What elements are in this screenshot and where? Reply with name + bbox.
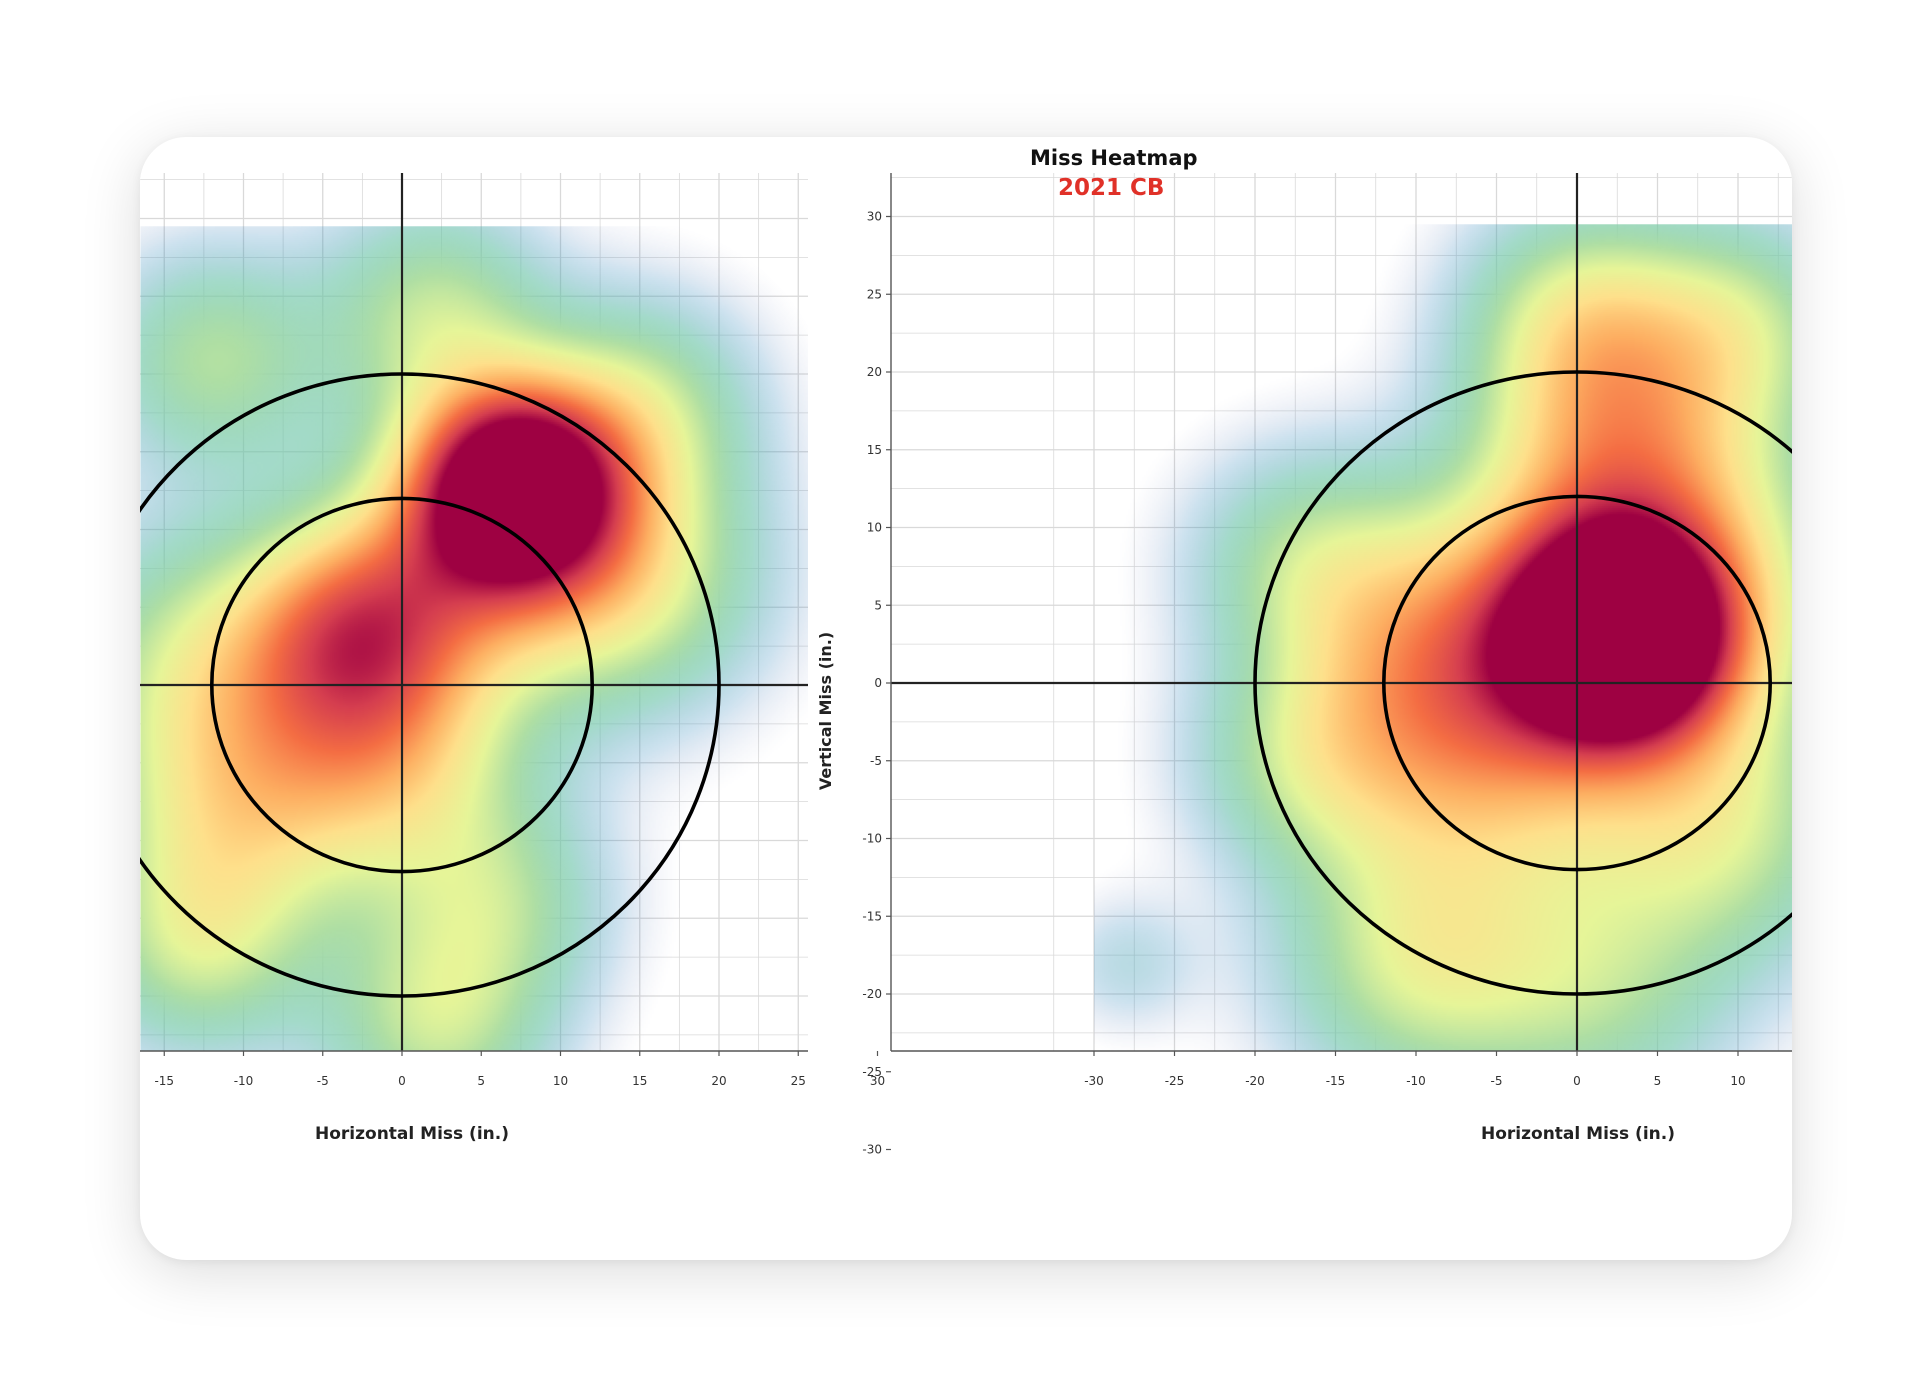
x-tick-label: -5	[1491, 1074, 1503, 1088]
y-tick-label: 25	[867, 287, 882, 301]
x-tick-label: -25	[1165, 1074, 1185, 1088]
y-tick-label: 30	[867, 210, 882, 224]
x-tick-label: -10	[1406, 1074, 1426, 1088]
left-heatmap-panel	[140, 173, 808, 1051]
x-tick-label: 20	[711, 1074, 726, 1088]
x-tick-label: -20	[1245, 1074, 1265, 1088]
right-axis-labels: -30 -25 -20 -15 -10 -5 0 5 10 Horizontal Miss (in…	[816, 173, 1792, 1157]
outer-ring	[140, 372, 721, 998]
x-tick-label: 30	[870, 1074, 885, 1088]
y-tick-label: 15	[867, 443, 882, 457]
inner-ring	[210, 496, 594, 874]
chart-canvas: -15 -10 -5 0 5 10 15 20 25 30 Horizontal Miss (in.…	[140, 173, 1792, 1157]
x-axis-title: Horizontal Miss (in.)	[1481, 1124, 1675, 1144]
y-tick-label: 5	[874, 598, 882, 612]
density-layer	[1094, 224, 1792, 1051]
x-tick-label: 10	[553, 1074, 568, 1088]
x-tick-label: 15	[632, 1074, 647, 1088]
inner-ring	[1382, 494, 1773, 872]
chart-card: -15 -10 -5 0 5 10 15 20 25 30 Horizontal Miss (in.…	[140, 137, 1792, 1260]
chart-title: Miss Heatmap	[1030, 146, 1198, 170]
right-heatmap-panel	[891, 173, 1792, 1051]
y-tick-label: -25	[862, 1065, 882, 1079]
x-tick-label: 5	[477, 1074, 485, 1088]
y-tick-label: 20	[867, 365, 882, 379]
outer-ring	[1253, 370, 1792, 996]
y-tick-label: -10	[862, 832, 882, 846]
y-tick-label: -30	[862, 1143, 882, 1157]
y-tick-label: -20	[862, 987, 882, 1001]
density-layer	[140, 226, 808, 1051]
y-tick-label: -15	[862, 909, 882, 923]
x-tick-label: -5	[317, 1074, 329, 1088]
y-tick-label: 0	[874, 676, 882, 690]
x-tick-label: 5	[1654, 1074, 1662, 1088]
x-tick-label: -30	[1084, 1074, 1104, 1088]
chart-subtitle: 2021 CB	[1058, 175, 1165, 201]
x-tick-label: -15	[154, 1074, 174, 1088]
x-tick-label: -10	[234, 1074, 254, 1088]
x-tick-label: 0	[1573, 1074, 1581, 1088]
x-tick-label: 25	[791, 1074, 806, 1088]
left-axis-labels: -15 -10 -5 0 5 10 15 20 25 30 Horizontal Miss (in.…	[140, 1050, 885, 1144]
y-axis-title: Vertical Miss (in.)	[816, 632, 835, 790]
x-tick-label: -15	[1326, 1074, 1346, 1088]
y-tick-label: -5	[870, 754, 882, 768]
x-axis-title: Horizontal Miss (in.)	[315, 1124, 509, 1144]
y-tick-label: 10	[867, 521, 882, 535]
x-tick-label: 0	[398, 1074, 406, 1088]
x-tick-label: 10	[1730, 1074, 1745, 1088]
